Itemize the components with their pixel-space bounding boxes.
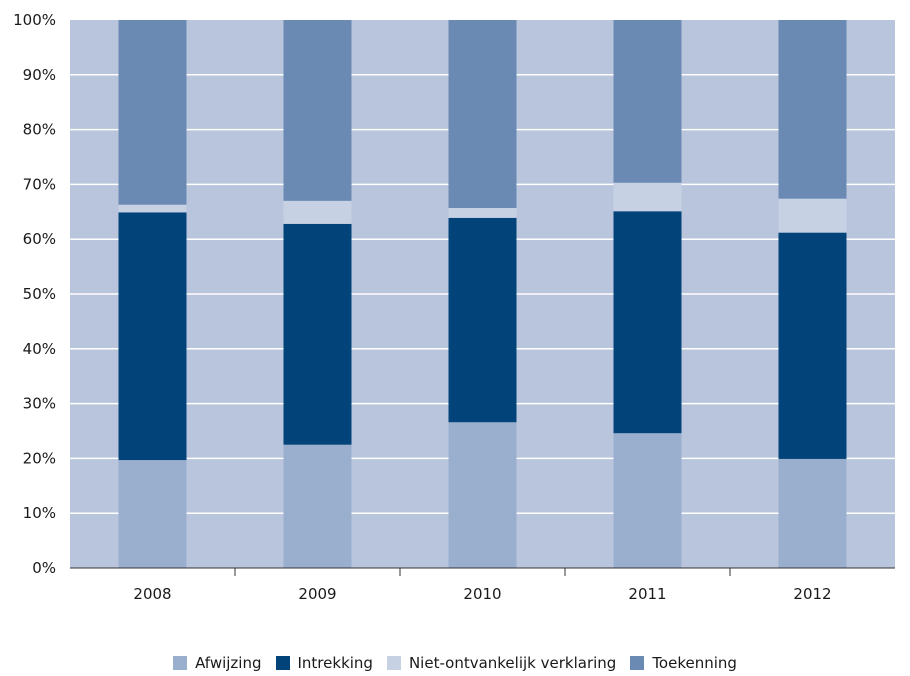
legend-item-afwijzing: Afwijzing bbox=[173, 654, 262, 672]
bar-afwijzing-2010 bbox=[448, 422, 517, 568]
y-tick-label: 90% bbox=[23, 66, 56, 84]
x-tick-label: 2012 bbox=[793, 585, 831, 603]
bar-niet-ontvankelijk-verklaring-2012 bbox=[778, 198, 847, 233]
x-tick-label: 2009 bbox=[298, 585, 336, 603]
bar-toekenning-2012 bbox=[778, 20, 847, 199]
y-tick-label: 80% bbox=[23, 121, 56, 139]
y-tick-label: 0% bbox=[32, 559, 56, 577]
bar-niet-ontvankelijk-verklaring-2009 bbox=[283, 200, 352, 224]
legend-swatch-intrekking bbox=[275, 656, 290, 670]
bar-intrekking-2009 bbox=[283, 223, 352, 445]
bar-niet-ontvankelijk-verklaring-2011 bbox=[613, 182, 682, 212]
legend-item-toekenning: Toekenning bbox=[630, 654, 737, 672]
y-tick-label: 10% bbox=[23, 504, 56, 522]
y-tick-label: 40% bbox=[23, 340, 56, 358]
legend-label-toekenning: Toekenning bbox=[652, 654, 737, 672]
legend-swatch-niet-ontvankelijk bbox=[386, 656, 401, 670]
stacked-bar-chart: 0% 10% 20% 30% 40% 50% 60% 70% 80% 90% 100% 2008 200… bbox=[13, 11, 895, 603]
legend: Afwijzing Intrekking Niet-ontvankelijk v… bbox=[0, 651, 910, 675]
y-tick-label: 20% bbox=[23, 449, 56, 467]
legend-item-niet-ontvankelijk: Niet-ontvankelijk verklaring bbox=[386, 654, 617, 672]
x-tick-label: 2010 bbox=[463, 585, 501, 603]
bar-toekenning-2008 bbox=[118, 20, 187, 205]
legend-swatch-toekenning bbox=[630, 656, 645, 670]
y-tick-label: 50% bbox=[23, 285, 56, 303]
bar-afwijzing-2011 bbox=[613, 433, 682, 568]
y-tick-label: 30% bbox=[23, 395, 56, 413]
legend-label-afwijzing: Afwijzing bbox=[195, 654, 262, 672]
bar-intrekking-2010 bbox=[448, 217, 517, 423]
y-tick-label: 70% bbox=[23, 175, 56, 193]
legend-label-intrekking: Intrekking bbox=[297, 654, 373, 672]
bar-toekenning-2010 bbox=[448, 20, 517, 208]
bar-toekenning-2011 bbox=[613, 20, 682, 183]
bar-afwijzing-2008 bbox=[118, 460, 187, 568]
bar-toekenning-2009 bbox=[283, 20, 352, 201]
bar-niet-ontvankelijk-verklaring-2008 bbox=[118, 204, 187, 213]
y-tick-label: 60% bbox=[23, 230, 56, 248]
legend-item-intrekking: Intrekking bbox=[275, 654, 373, 672]
legend-swatch-afwijzing bbox=[173, 656, 188, 670]
x-tick-label: 2008 bbox=[133, 585, 171, 603]
legend-label-niet-ontvankelijk: Niet-ontvankelijk verklaring bbox=[408, 654, 617, 672]
bar-intrekking-2011 bbox=[613, 211, 682, 434]
y-tick-label: 100% bbox=[13, 11, 56, 29]
bar-afwijzing-2012 bbox=[778, 458, 847, 568]
x-tick-label: 2011 bbox=[628, 585, 666, 603]
bar-intrekking-2012 bbox=[778, 232, 847, 459]
bar-intrekking-2008 bbox=[118, 212, 187, 461]
bar-niet-ontvankelijk-verklaring-2010 bbox=[448, 207, 517, 218]
bar-afwijzing-2009 bbox=[283, 444, 352, 568]
